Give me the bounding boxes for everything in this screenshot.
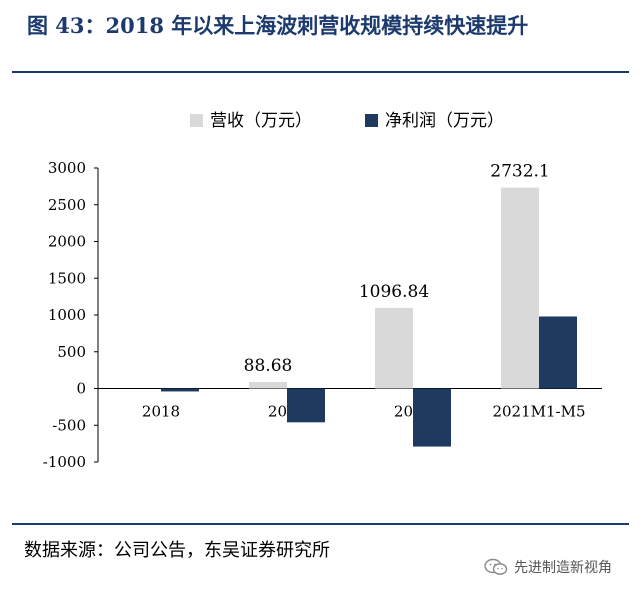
legend-swatch-1 (365, 114, 378, 127)
top-rule (12, 71, 629, 73)
bar-1-3 (539, 316, 577, 389)
data-label-0-2: 1096.84 (359, 282, 429, 302)
bar-1-0 (161, 388, 199, 392)
watermark: 先进制造新视角 (484, 557, 612, 577)
x-tick-label-3: 2021M1-M5 (492, 403, 585, 421)
legend-swatch-0 (190, 114, 203, 127)
figure-title: 图 43：2018 年以来上海波刺营收规模持续快速提升 (27, 13, 529, 38)
bar-0-2 (375, 307, 413, 389)
watermark-text: 先进制造新视角 (514, 560, 612, 576)
y-tick-label-7: 2500 (48, 196, 86, 214)
bar-0-1 (249, 381, 287, 389)
bar-1-1 (287, 388, 325, 423)
data-label-0-3: 2732.1 (490, 162, 549, 182)
legend-label-1: 净利润（万元） (385, 111, 504, 131)
y-tick-label-4: 1000 (48, 306, 86, 324)
bottom-rule (12, 523, 629, 525)
y-tick-label-1: -500 (52, 416, 86, 434)
legend-label-0: 营收（万元） (210, 111, 312, 131)
data-label-0-1: 88.68 (244, 356, 293, 376)
y-tick-label-0: -1000 (43, 453, 86, 471)
source-note: 数据来源：公司公告，东吴证券研究所 (24, 540, 330, 561)
y-tick-label-3: 500 (57, 343, 86, 361)
y-tick-label-8: 3000 (48, 159, 86, 177)
y-tick-label-6: 2000 (48, 233, 86, 251)
bar-chart: 营收（万元） 净利润（万元） -1000 -500 0 500 1000 1500 2000 25… (43, 111, 602, 471)
bar-1-2 (413, 388, 451, 447)
y-tick-label-2: 0 (76, 380, 86, 398)
x-tick-label-0: 2018 (142, 403, 180, 421)
bar-0-3 (501, 187, 539, 389)
y-tick-label-5: 1500 (48, 269, 86, 287)
wechat-icon (484, 558, 508, 575)
